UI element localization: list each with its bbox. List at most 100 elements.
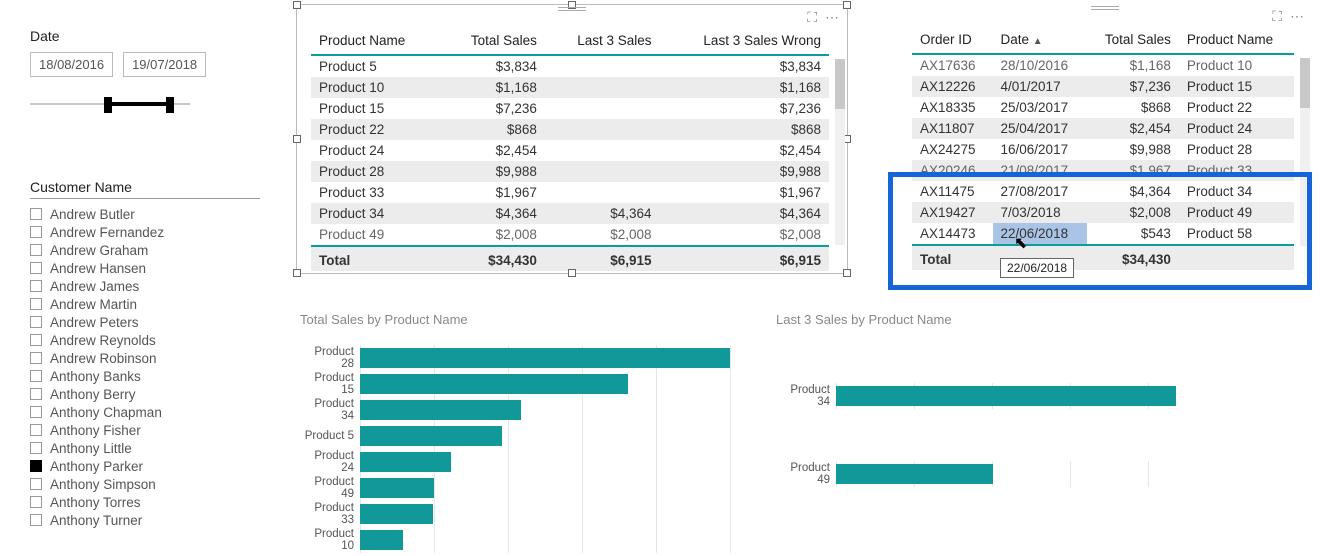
table-row[interactable]: AX1180725/04/2017$2,454Product 24	[912, 118, 1294, 139]
customer-item[interactable]: Anthony Chapman	[30, 403, 260, 421]
column-header[interactable]: Last 3 Sales	[545, 27, 660, 55]
checkbox-icon[interactable]	[30, 478, 42, 490]
checkbox-icon[interactable]	[30, 334, 42, 346]
table-row[interactable]: Product 49$2,008$2,008$2,008	[311, 224, 829, 246]
customer-item[interactable]: Anthony Turner	[30, 511, 260, 529]
bar-row[interactable]: Product 49	[300, 475, 750, 501]
bar-fill[interactable]	[360, 400, 521, 420]
bar-row[interactable]: Product 24	[300, 449, 750, 475]
scrollbar-vertical[interactable]	[1300, 58, 1310, 246]
checkbox-icon[interactable]	[30, 316, 42, 328]
bar-fill[interactable]	[360, 374, 628, 394]
column-header[interactable]: Date ▲	[993, 26, 1087, 54]
column-header[interactable]: Total Sales	[1087, 26, 1179, 54]
resize-handle[interactable]	[293, 269, 301, 277]
bar-fill[interactable]	[360, 452, 451, 472]
checkbox-icon[interactable]	[30, 496, 42, 508]
checkbox-icon[interactable]	[30, 226, 42, 238]
column-header[interactable]: Product Name	[1179, 26, 1294, 54]
column-header[interactable]: Order ID	[912, 26, 993, 54]
customer-item[interactable]: Anthony Torres	[30, 493, 260, 511]
table-row[interactable]: AX1147527/08/2017$4,364Product 34	[912, 181, 1294, 202]
checkbox-icon[interactable]	[30, 280, 42, 292]
table-row[interactable]: Product 22$868$868	[311, 119, 829, 140]
column-header[interactable]: Total Sales	[441, 27, 545, 55]
customer-item[interactable]: Anthony Parker	[30, 457, 260, 475]
customer-item[interactable]: Andrew James	[30, 277, 260, 295]
customer-item[interactable]: Anthony Fisher	[30, 421, 260, 439]
drag-grip-icon[interactable]	[1091, 6, 1119, 10]
date-start-input[interactable]: 18/08/2016	[30, 52, 113, 77]
checkbox-icon[interactable]	[30, 370, 42, 382]
checkbox-icon[interactable]	[30, 244, 42, 256]
customer-item[interactable]: Andrew Fernandez	[30, 223, 260, 241]
more-options-icon[interactable]: ⋯	[1290, 8, 1304, 25]
bar-row[interactable]: Product 5	[300, 423, 750, 449]
bar-fill[interactable]	[360, 504, 433, 524]
checkbox-icon[interactable]	[30, 406, 42, 418]
table-row[interactable]: Product 24$2,454$2,454	[311, 140, 829, 161]
checkbox-icon[interactable]	[30, 298, 42, 310]
table-row[interactable]: Product 28$9,988$9,988	[311, 161, 829, 182]
checkbox-icon[interactable]	[30, 388, 42, 400]
customer-item[interactable]: Andrew Martin	[30, 295, 260, 313]
table-row[interactable]: Product 33$1,967$1,967	[311, 182, 829, 203]
resize-handle[interactable]	[293, 135, 301, 143]
bar-row[interactable]: Product 33	[300, 501, 750, 527]
customer-item[interactable]: Andrew Robinson	[30, 349, 260, 367]
bar-row[interactable]: Product 15	[300, 371, 750, 397]
table-row[interactable]: AX1763628/10/2016$1,168Product 10	[912, 54, 1294, 76]
table1-visual[interactable]: ⛶ ⋯ Product NameTotal SalesLast 3 SalesL…	[296, 4, 848, 274]
customer-item[interactable]: Anthony Berry	[30, 385, 260, 403]
bar-fill[interactable]	[836, 386, 1176, 406]
table-row[interactable]: Product 5$3,834$3,834	[311, 55, 829, 77]
customer-item[interactable]: Anthony Simpson	[30, 475, 260, 493]
bar-row[interactable]: Product 34	[776, 357, 1266, 435]
customer-item[interactable]: Andrew Butler	[30, 205, 260, 223]
column-header[interactable]: Product Name	[311, 27, 441, 55]
checkbox-icon[interactable]	[30, 460, 42, 472]
bar-fill[interactable]	[836, 464, 993, 484]
checkbox-icon[interactable]	[30, 262, 42, 274]
table-row[interactable]: AX194277/03/2018$2,008Product 49	[912, 202, 1294, 223]
table-row[interactable]: Product 10$1,168$1,168	[311, 77, 829, 98]
customer-item[interactable]: Anthony Banks	[30, 367, 260, 385]
table2-visual[interactable]: ⛶ ⋯ Order IDDate ▲Total SalesProduct Nam…	[898, 4, 1312, 274]
date-slider[interactable]	[30, 91, 190, 119]
bar-row[interactable]: Product 34	[300, 397, 750, 423]
table-row[interactable]: AX1447322/06/2018$543Product 58	[912, 223, 1294, 245]
table-row[interactable]: Product 34$4,364$4,364$4,364	[311, 203, 829, 224]
checkbox-icon[interactable]	[30, 352, 42, 364]
drag-grip-icon[interactable]	[558, 7, 586, 11]
customer-item[interactable]: Anthony Little	[30, 439, 260, 457]
bar-row[interactable]: Product 49	[776, 435, 1266, 513]
checkbox-icon[interactable]	[30, 424, 42, 436]
customer-item[interactable]: Andrew Hansen	[30, 259, 260, 277]
chart1-visual[interactable]: Total Sales by Product Name Product 28Pr…	[300, 312, 750, 553]
resize-handle[interactable]	[843, 269, 851, 277]
column-header[interactable]: Last 3 Sales Wrong	[659, 27, 829, 55]
chart2-visual[interactable]: Last 3 Sales by Product Name Product 34P…	[776, 312, 1266, 513]
table-row[interactable]: Product 15$7,236$7,236	[311, 98, 829, 119]
table-row[interactable]: AX2024621/08/2017$1,967Product 33	[912, 160, 1294, 181]
slider-thumb-end[interactable]	[166, 97, 174, 113]
checkbox-icon[interactable]	[30, 208, 42, 220]
bar-fill[interactable]	[360, 348, 730, 368]
table-row[interactable]: AX122264/01/2017$7,236Product 15	[912, 76, 1294, 97]
bar-row[interactable]: Product 10	[300, 527, 750, 553]
bar-fill[interactable]	[360, 426, 502, 446]
customer-item[interactable]: Andrew Peters	[30, 313, 260, 331]
scrollbar-vertical[interactable]	[835, 59, 845, 245]
focus-mode-icon[interactable]: ⛶	[807, 9, 817, 26]
checkbox-icon[interactable]	[30, 514, 42, 526]
table-row[interactable]: AX1833525/03/2017$868Product 22	[912, 97, 1294, 118]
customer-item[interactable]: Andrew Reynolds	[30, 331, 260, 349]
table-row[interactable]: AX2427516/06/2017$9,988Product 28	[912, 139, 1294, 160]
customer-item[interactable]: Andrew Graham	[30, 241, 260, 259]
slider-thumb-start[interactable]	[104, 97, 112, 113]
bar-fill[interactable]	[360, 478, 434, 498]
more-options-icon[interactable]: ⋯	[825, 9, 839, 26]
checkbox-icon[interactable]	[30, 442, 42, 454]
focus-mode-icon[interactable]: ⛶	[1272, 8, 1282, 25]
bar-fill[interactable]	[360, 530, 403, 550]
